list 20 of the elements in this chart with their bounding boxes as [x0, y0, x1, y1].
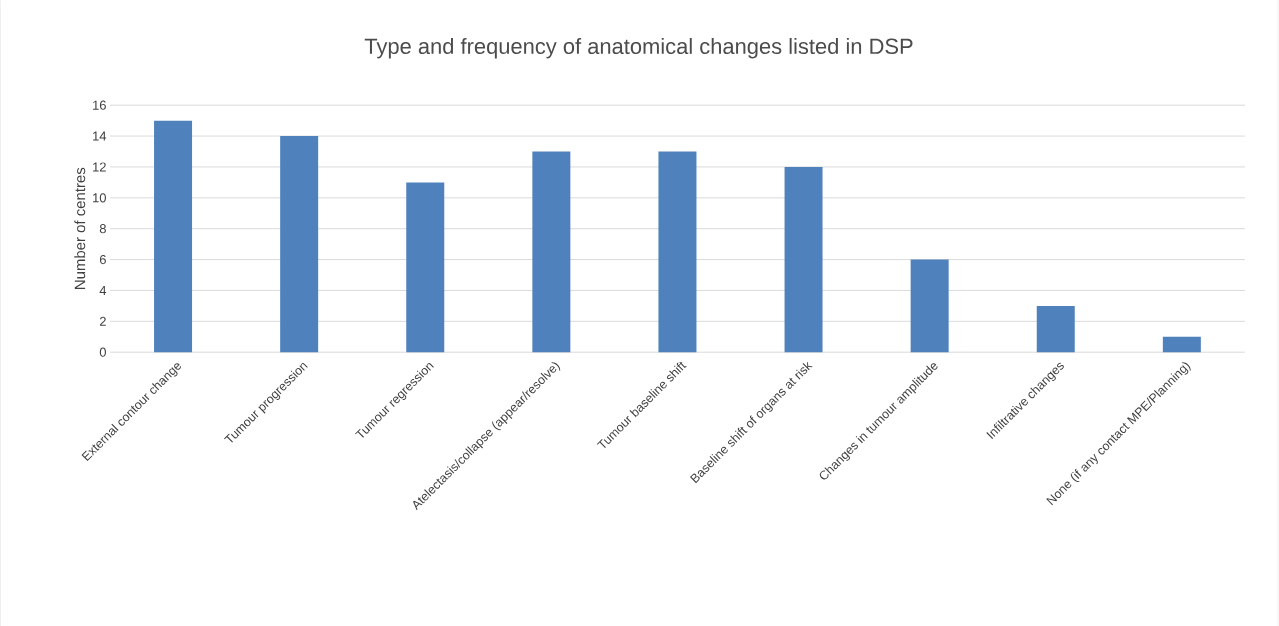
bar	[658, 151, 697, 353]
bar	[406, 182, 445, 353]
bar	[280, 135, 319, 353]
bar	[1162, 336, 1201, 353]
y-tick-label: 4	[99, 285, 107, 295]
bar	[154, 120, 193, 353]
y-tick-label: 2	[99, 316, 106, 326]
bar	[1036, 305, 1075, 353]
y-tick-label: 6	[99, 254, 106, 264]
bar	[910, 259, 949, 353]
y-tick-label: 12	[93, 162, 106, 172]
y-tick-label: 14	[93, 131, 107, 141]
bar	[784, 166, 823, 353]
y-tick-label: 16	[93, 100, 106, 110]
y-tick-label: 8	[99, 223, 106, 234]
chart-title: Type and frequency of anatomical changes listed in DSP	[364, 37, 913, 59]
y-tick-label: 0	[99, 347, 106, 357]
y-axis-title: Number of centres	[74, 167, 86, 289]
bar	[532, 151, 571, 353]
y-tick-label: 10	[93, 193, 106, 203]
